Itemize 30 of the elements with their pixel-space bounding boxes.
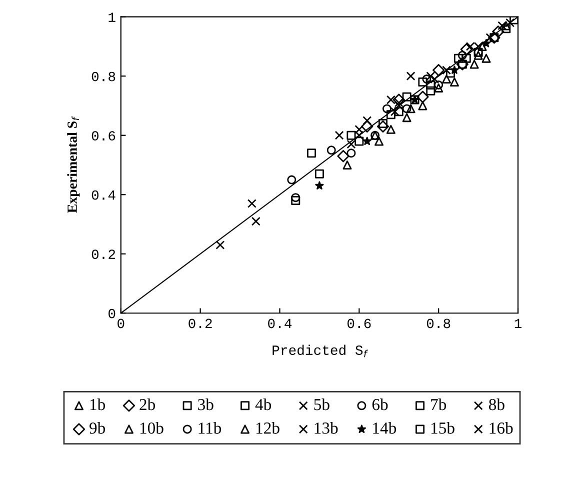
y-tick-label: 1 bbox=[108, 12, 116, 22]
x-tick-label: 0.4 bbox=[268, 318, 292, 328]
legend-label: 13b bbox=[314, 422, 338, 434]
legend-label: 5b bbox=[314, 398, 330, 410]
legend-label: 2b bbox=[140, 398, 156, 410]
legend-label: 1b bbox=[90, 398, 106, 410]
x-tick-label: 0 bbox=[118, 318, 124, 328]
y-axis-title: Experimental S$_{f}$ bbox=[67, 116, 80, 213]
y-tick-label: 0.2 bbox=[92, 250, 116, 260]
legend-label: 15b bbox=[431, 422, 454, 434]
legend-label: 16b bbox=[490, 422, 513, 434]
legend-label: 4b bbox=[255, 398, 272, 410]
legend-label: 14b bbox=[373, 422, 396, 434]
legend-label: 9b bbox=[90, 422, 106, 434]
legend-label: 11b bbox=[198, 422, 222, 434]
legend-label: 7b bbox=[431, 398, 446, 410]
legend-label: 6b bbox=[372, 398, 388, 410]
legend-label: 10b bbox=[140, 422, 164, 434]
y-tick-label: 0.4 bbox=[92, 190, 116, 200]
y-tick-label: 0 bbox=[108, 308, 116, 318]
legend-label: 8b bbox=[488, 398, 504, 410]
legend-label: 12b bbox=[256, 422, 280, 434]
x-tick-label: 0.6 bbox=[348, 318, 371, 328]
x-axis-title: Predicted S$_{f}$ bbox=[272, 344, 368, 358]
legend-label: 3b bbox=[198, 398, 214, 410]
y-tick-label: 0.6 bbox=[92, 131, 116, 141]
y-tick-label: 0.8 bbox=[92, 72, 116, 82]
x-tick-label: 0.8 bbox=[426, 318, 450, 328]
x-tick-label: 1 bbox=[514, 318, 522, 328]
x-tick-label: 0.2 bbox=[188, 318, 212, 328]
